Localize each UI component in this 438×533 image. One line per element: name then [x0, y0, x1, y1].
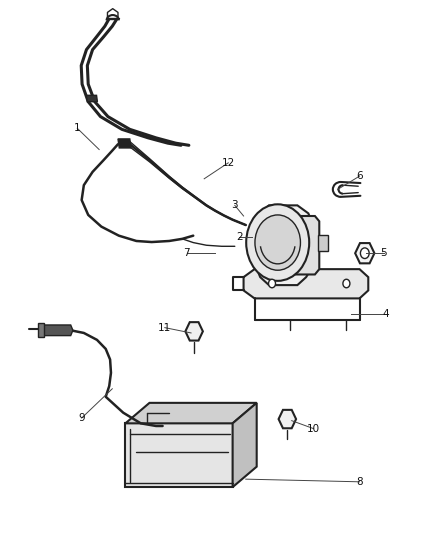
Circle shape — [342, 279, 349, 288]
Text: 10: 10 — [306, 424, 319, 434]
Polygon shape — [125, 423, 232, 487]
Text: 2: 2 — [235, 232, 242, 243]
Polygon shape — [125, 403, 256, 423]
Polygon shape — [278, 410, 295, 429]
Text: 7: 7 — [183, 248, 190, 258]
Polygon shape — [185, 322, 202, 341]
Polygon shape — [118, 139, 131, 148]
Text: 4: 4 — [381, 309, 388, 319]
Text: 9: 9 — [78, 413, 85, 423]
Polygon shape — [318, 235, 327, 251]
Text: 8: 8 — [355, 477, 362, 487]
Circle shape — [246, 204, 308, 281]
Polygon shape — [86, 95, 97, 102]
Polygon shape — [38, 324, 43, 337]
Polygon shape — [232, 403, 256, 487]
Polygon shape — [42, 325, 73, 336]
Text: 1: 1 — [74, 123, 81, 133]
Circle shape — [268, 279, 275, 288]
Polygon shape — [354, 243, 374, 263]
Text: 5: 5 — [379, 248, 386, 258]
Polygon shape — [255, 205, 312, 285]
Text: 6: 6 — [355, 171, 362, 181]
Circle shape — [360, 248, 368, 259]
Polygon shape — [284, 216, 318, 274]
Text: 11: 11 — [158, 322, 171, 333]
Circle shape — [254, 215, 300, 270]
Text: 12: 12 — [221, 158, 234, 168]
Polygon shape — [243, 269, 367, 298]
Text: 3: 3 — [231, 200, 237, 211]
